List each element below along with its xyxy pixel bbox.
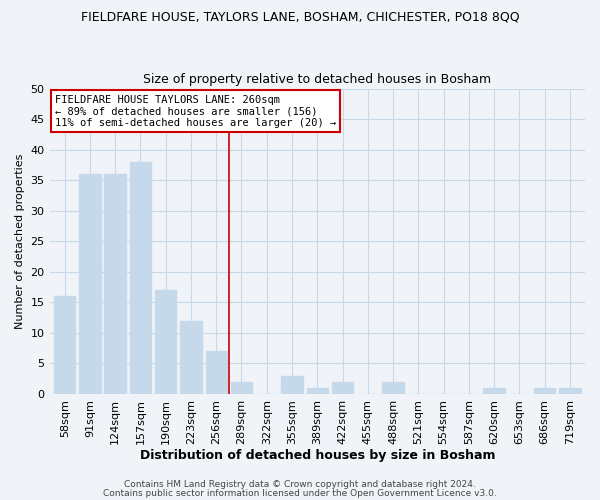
X-axis label: Distribution of detached houses by size in Bosham: Distribution of detached houses by size … xyxy=(140,450,495,462)
Bar xyxy=(231,382,252,394)
Text: Contains HM Land Registry data © Crown copyright and database right 2024.: Contains HM Land Registry data © Crown c… xyxy=(124,480,476,489)
Text: FIELDFARE HOUSE TAYLORS LANE: 260sqm
← 89% of detached houses are smaller (156)
: FIELDFARE HOUSE TAYLORS LANE: 260sqm ← 8… xyxy=(55,94,336,128)
Bar xyxy=(130,162,151,394)
Bar xyxy=(155,290,176,394)
Bar xyxy=(281,376,303,394)
Bar xyxy=(104,174,126,394)
Text: FIELDFARE HOUSE, TAYLORS LANE, BOSHAM, CHICHESTER, PO18 8QQ: FIELDFARE HOUSE, TAYLORS LANE, BOSHAM, C… xyxy=(80,10,520,23)
Bar xyxy=(484,388,505,394)
Bar xyxy=(382,382,404,394)
Bar xyxy=(559,388,581,394)
Bar xyxy=(206,351,227,394)
Bar xyxy=(332,382,353,394)
Bar xyxy=(307,388,328,394)
Bar xyxy=(79,174,101,394)
Text: Contains public sector information licensed under the Open Government Licence v3: Contains public sector information licen… xyxy=(103,488,497,498)
Title: Size of property relative to detached houses in Bosham: Size of property relative to detached ho… xyxy=(143,73,491,86)
Bar xyxy=(180,320,202,394)
Bar xyxy=(534,388,556,394)
Y-axis label: Number of detached properties: Number of detached properties xyxy=(15,154,25,329)
Bar xyxy=(54,296,76,394)
